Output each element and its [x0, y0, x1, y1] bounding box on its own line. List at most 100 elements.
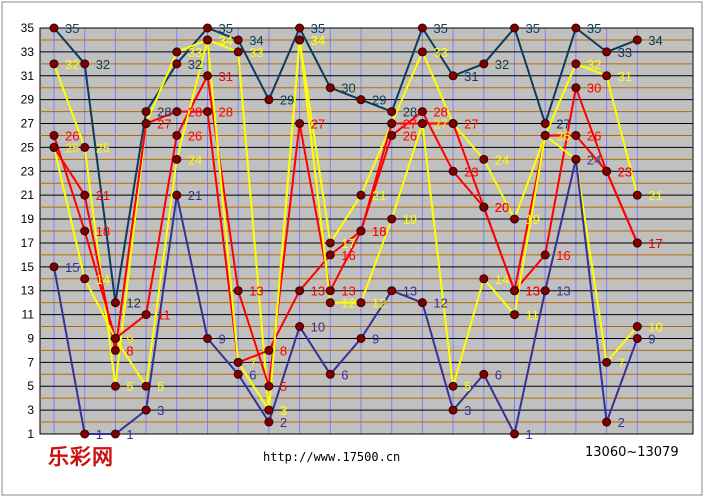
data-point: [510, 286, 519, 296]
data-label: 12: [126, 296, 140, 311]
data-point: [602, 47, 612, 57]
data-point: [632, 190, 642, 200]
data-label: 21: [648, 188, 662, 203]
data-label: 24: [587, 152, 601, 167]
data-point: [295, 35, 305, 45]
data-label: 34: [648, 33, 662, 48]
data-label: 12: [433, 296, 447, 311]
data-label: 9: [126, 331, 133, 346]
data-label: 34: [311, 33, 325, 48]
data-point: [233, 286, 243, 296]
data-label: 33: [618, 45, 632, 60]
data-point: [80, 142, 90, 152]
data-label: 3: [464, 403, 471, 418]
data-label: 21: [372, 188, 386, 203]
data-label: 18: [96, 224, 110, 239]
data-label: 3: [280, 403, 287, 418]
data-label: 17: [648, 236, 662, 251]
data-point: [325, 286, 335, 296]
data-label: 17: [648, 236, 662, 251]
data-point: [356, 298, 366, 308]
data-label: 5: [157, 379, 164, 394]
data-point: [417, 47, 427, 57]
y-tick-label: 11: [22, 308, 35, 322]
data-label: 20: [495, 200, 509, 215]
data-label: 27: [403, 117, 417, 132]
data-label: 14: [495, 272, 509, 287]
data-label: 13: [341, 284, 355, 299]
data-point: [448, 71, 458, 81]
data-point: [172, 107, 182, 117]
data-label: 23: [618, 164, 632, 179]
data-point: [417, 107, 427, 117]
data-label: 29: [280, 93, 294, 108]
data-label: 13: [526, 284, 540, 299]
y-tick-label: 3: [27, 403, 34, 417]
data-point: [387, 214, 397, 224]
data-point: [233, 47, 243, 57]
data-point: [110, 345, 120, 355]
data-label: 9: [126, 331, 133, 346]
data-point: [325, 250, 335, 260]
data-label: 10: [311, 320, 325, 335]
data-label: 7: [249, 355, 256, 370]
data-label: 34: [219, 33, 233, 48]
data-point: [172, 47, 182, 57]
data-label: 34: [219, 33, 233, 48]
data-label: 5: [280, 379, 287, 394]
data-point: [540, 286, 550, 296]
data-label: 11: [157, 308, 171, 323]
data-point: [80, 274, 90, 284]
data-point: [110, 298, 120, 308]
data-point: [602, 166, 612, 176]
data-label: 32: [495, 57, 509, 72]
data-label: 33: [249, 45, 263, 60]
data-label: 23: [618, 164, 632, 179]
data-point: [602, 417, 612, 427]
data-point: [325, 298, 335, 308]
y-tick-label: 27: [21, 117, 35, 131]
data-label: 24: [587, 152, 601, 167]
data-label: 6: [341, 367, 348, 382]
data-label: 12: [372, 296, 386, 311]
data-label: 25: [65, 140, 79, 155]
data-label: 15: [65, 260, 79, 275]
data-label: 31: [464, 69, 478, 84]
data-point: [571, 59, 581, 69]
data-label: 7: [618, 355, 625, 370]
data-point: [448, 166, 458, 176]
data-point: [417, 119, 427, 129]
data-point: [141, 310, 151, 320]
data-point: [479, 369, 489, 379]
data-label: 31: [219, 69, 233, 84]
data-point: [325, 369, 335, 379]
data-point: [632, 333, 642, 343]
y-tick-label: 25: [21, 140, 35, 154]
data-label: 25: [96, 140, 110, 155]
data-point: [110, 429, 120, 439]
data-point: [417, 298, 427, 308]
data-point: [295, 322, 305, 332]
series-line: [53, 38, 639, 412]
data-label: 33: [433, 45, 447, 60]
data-label: 26: [188, 128, 202, 143]
data-label: 26: [556, 128, 570, 143]
data-point: [110, 333, 120, 343]
data-point: [479, 154, 489, 164]
data-label: 13: [556, 284, 570, 299]
series-lines: [49, 23, 642, 439]
data-point: [141, 381, 151, 391]
data-label: 33: [188, 45, 202, 60]
data-point: [510, 429, 519, 439]
y-tick-label: 7: [27, 355, 34, 369]
data-point: [540, 250, 550, 260]
data-label: 28: [403, 105, 417, 120]
data-label: 23: [464, 164, 478, 179]
y-tick-label: 1: [27, 427, 34, 441]
data-point: [203, 35, 212, 45]
data-label: 7: [249, 355, 256, 370]
data-label: 32: [188, 57, 202, 72]
data-point: [264, 345, 274, 355]
data-point: [172, 130, 182, 140]
